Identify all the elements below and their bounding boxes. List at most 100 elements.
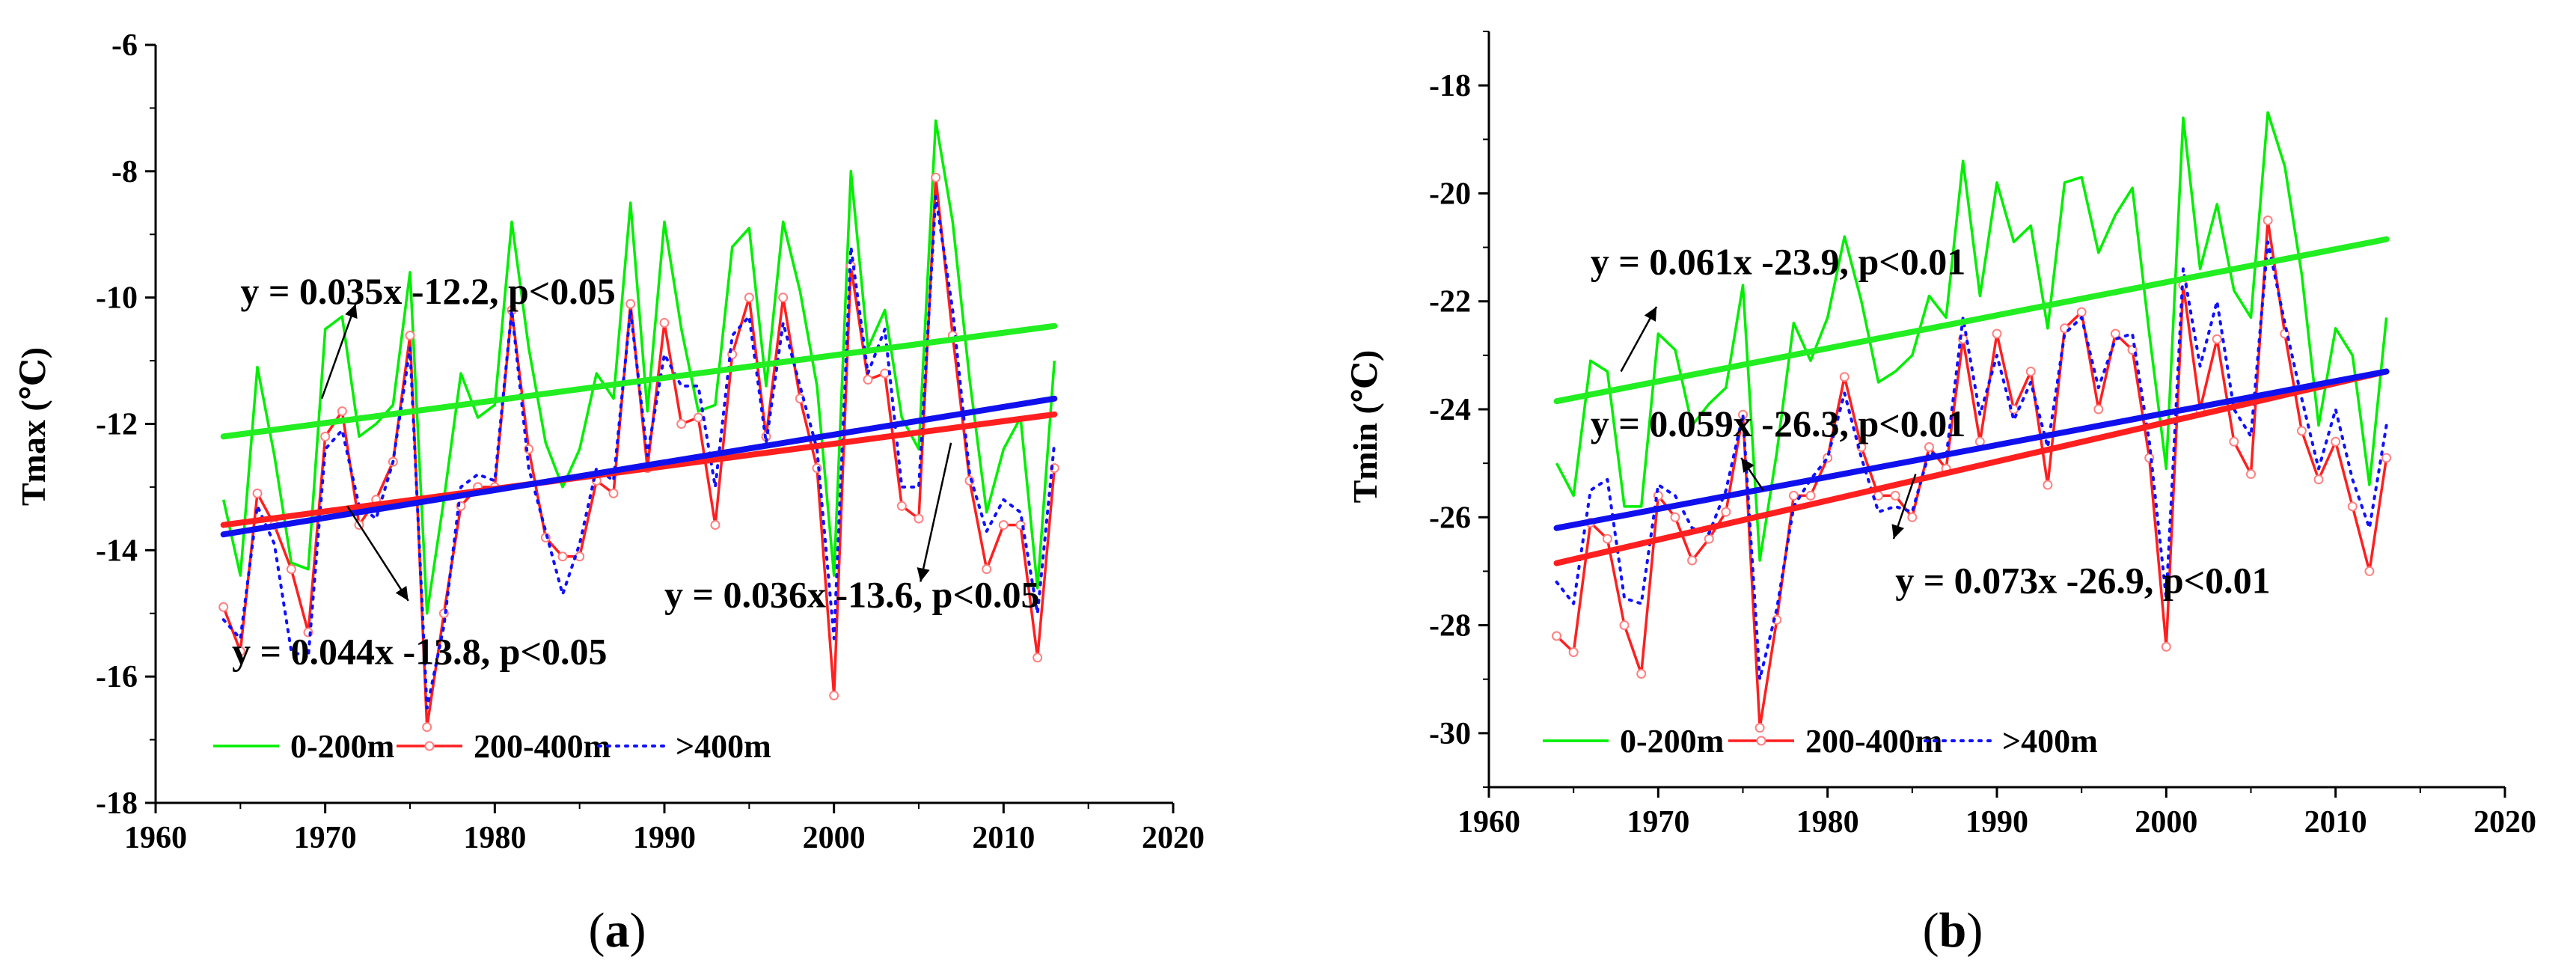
data-point [608,488,619,498]
y-tick-label: -16 [96,660,138,694]
x-tick-label: 1980 [1796,805,1859,840]
x-tick-label: 1970 [294,821,357,855]
data-point [1974,436,1985,447]
data-point [337,406,347,417]
y-tick-label: -12 [96,408,138,442]
trend-line [1553,368,2390,531]
data-point [1805,490,1816,501]
data-point [2229,436,2239,447]
data-point [1890,490,1900,501]
y-axis-title: Tmax (℃) [14,347,52,506]
data-point [896,501,907,511]
data-point [1636,669,1647,679]
data-point [1619,620,1630,631]
y-tick-label: -30 [1429,717,1471,751]
data-point [2212,334,2222,344]
data-point [880,368,890,379]
data-point [1687,555,1698,566]
data-point [931,172,941,183]
data-point [286,564,296,575]
x-tick-label: 2010 [972,821,1035,855]
data-point [1552,631,1562,641]
data-point [2093,404,2104,415]
data-point [1568,647,1579,658]
data-point [1602,534,1612,544]
data-point [2043,480,2053,490]
data-point [2161,641,2171,652]
y-tick-label: -26 [1429,501,1471,535]
data-point [2246,469,2256,480]
data-point [405,330,415,340]
y-tick-label: -18 [96,786,138,821]
annotation-arrow [920,442,952,582]
series-line-0-200m [221,119,1056,615]
legend-marker [1756,736,1766,746]
data-point [2381,453,2392,463]
trend-line [220,411,1058,528]
data-point [252,488,263,498]
data-point [1032,652,1043,663]
data-point [2347,501,2358,512]
data-point [2331,436,2341,447]
data-point [2110,328,2120,339]
trend-line [220,322,1058,440]
data-point [659,317,670,328]
data-point [422,722,432,733]
x-tick-label: 1990 [633,821,696,855]
legend-label: 200-400m [474,728,611,765]
data-point [914,513,924,524]
data-point [625,299,636,309]
equation-label: y = 0.073x -26.9, p<0.01 [1895,559,2270,601]
legend-label: 200-400m [1805,723,1942,759]
x-tick-label: 2020 [2473,805,2536,840]
legend-label: >400m [2002,723,2098,759]
data-point [235,646,245,656]
data-point [1992,328,2002,339]
data-point [218,602,229,612]
x-tick-label: 1970 [1627,805,1689,840]
trend-line [220,395,1058,538]
data-point [744,293,754,303]
annotation-arrowhead [1644,306,1657,322]
annotation-arrowhead [345,304,358,319]
x-tick-label: 1960 [1457,805,1520,840]
x-tick-label: 2000 [803,821,866,855]
data-point [829,690,839,700]
data-point [1907,512,1918,522]
equation-label: y = 0.059x -26.3, p<0.01 [1591,403,1965,444]
data-point [778,293,789,303]
annotation-arrowhead [1891,524,1904,539]
data-point [1924,442,1934,452]
trend-line [1553,368,2390,566]
data-point [2076,307,2087,317]
data-point [2025,367,2036,376]
annotation-arrow [346,505,409,602]
data-point [1670,512,1680,522]
series-line-0-200m [1555,111,2388,562]
legend-label: 0-200m [1620,723,1724,759]
y-tick-label: -18 [1429,69,1471,103]
annotation-arrowhead [395,586,409,601]
y-tick-label: -8 [111,155,138,189]
equation-label: y = 0.044x -13.8, p<0.05 [232,630,607,672]
data-point [1788,490,1799,501]
x-tick-label: 1980 [463,821,526,855]
data-point [1754,723,1765,733]
y-tick-label: -28 [1429,609,1471,644]
panel-label: (a) [589,903,646,958]
equation-label: y = 0.061x -23.9, p<0.01 [1591,241,1965,283]
y-tick-label: -6 [111,28,138,63]
equation-label: y = 0.035x -12.2, p<0.05 [240,270,615,312]
x-tick-label: 1990 [1965,805,2028,840]
x-tick-label: 2020 [1142,821,1205,855]
data-point [676,419,687,429]
y-tick-label: -14 [96,534,138,568]
data-point [2263,215,2273,225]
data-point [1704,534,1714,544]
data-point [2313,474,2324,485]
data-point [982,564,992,575]
y-axis-title: Tmin (℃) [1346,350,1384,504]
trend-line [1553,236,2390,405]
data-point [863,374,873,385]
x-tick-label: 1960 [124,821,187,855]
